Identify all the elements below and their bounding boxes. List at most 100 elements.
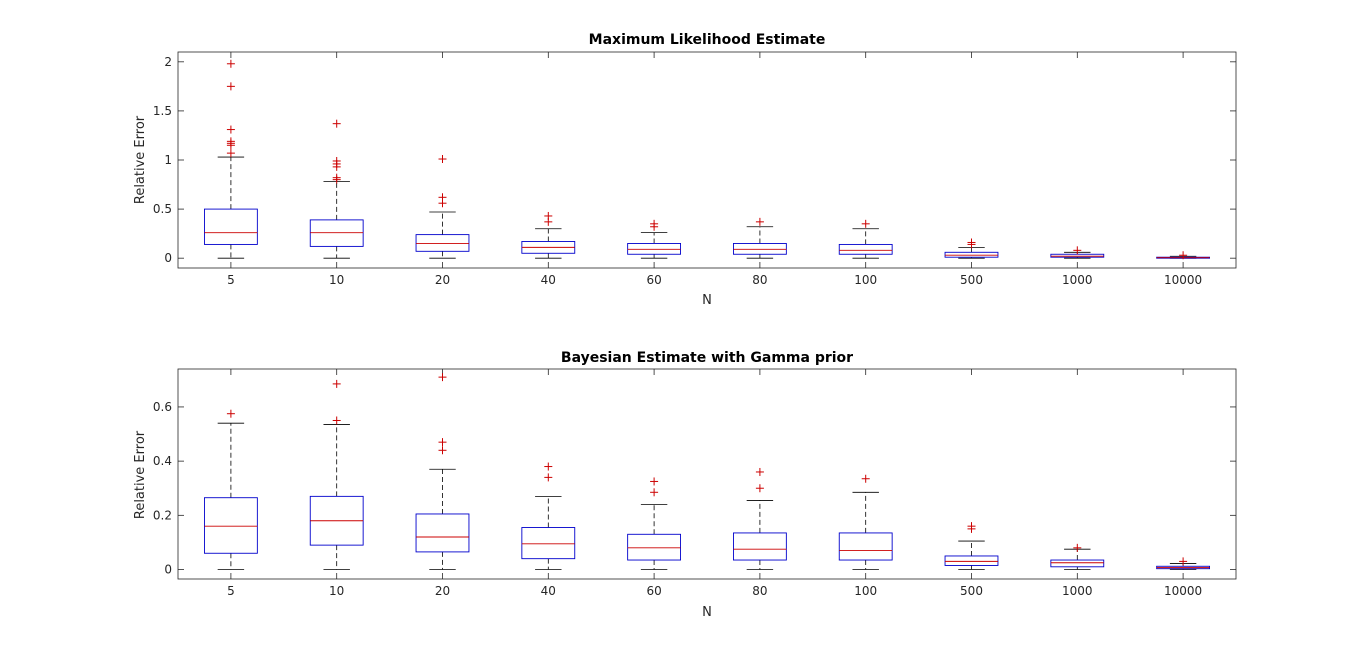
- box-plot-100: [838, 219, 893, 259]
- outlier-marker: [332, 379, 341, 388]
- box-plot-5: [203, 59, 258, 259]
- outlier-marker: [650, 219, 659, 228]
- outlier-marker: [1179, 557, 1188, 566]
- iqr-box: [733, 532, 787, 561]
- x-tick-label: 40: [541, 584, 556, 598]
- x-tick-label: 100: [854, 273, 877, 287]
- outlier-marker: [1073, 543, 1082, 552]
- iqr-box: [944, 555, 999, 566]
- x-tick-label: 60: [646, 584, 661, 598]
- outlier-marker: [226, 125, 235, 134]
- outlier-marker: [438, 446, 447, 455]
- x-axis-label: N: [702, 293, 712, 308]
- iqr-box: [203, 497, 258, 554]
- box-plot-1000: [1050, 246, 1105, 259]
- box-plot-80: [733, 217, 787, 259]
- y-tick-label: 1.5: [153, 104, 172, 118]
- box-plot-10000: [1156, 557, 1211, 570]
- outlier-marker: [332, 173, 341, 182]
- y-tick-label: 1: [164, 153, 172, 167]
- box-plot-80: [733, 467, 787, 570]
- bayesian-plot-area: 0 0.2 0.4 0.6 5 10 20 40 60 80 100 500 1000 10000: [153, 368, 1237, 598]
- mle-chart-panel: Maximum Likelihood Estimate N Relative E…: [133, 32, 1237, 308]
- outlier-marker: [861, 474, 870, 483]
- x-tick-label: 80: [752, 584, 767, 598]
- outlier-marker: [650, 477, 659, 486]
- iqr-box: [415, 513, 470, 553]
- box-plot-60: [627, 219, 682, 259]
- outlier-marker: [755, 484, 764, 493]
- outlier-marker: [438, 438, 447, 447]
- x-tick-label: 1000: [1062, 273, 1093, 287]
- outlier-marker: [438, 193, 447, 202]
- iqr-box: [627, 533, 682, 561]
- outlier-marker: [544, 473, 553, 482]
- outlier-marker: [544, 462, 553, 471]
- x-tick-label: 500: [960, 273, 983, 287]
- y-tick-label: 0.2: [153, 508, 172, 522]
- x-tick-label: 5: [227, 584, 235, 598]
- x-tick-label: 20: [435, 273, 450, 287]
- y-tick-label: 0.5: [153, 202, 172, 216]
- x-tick-label: 60: [646, 273, 661, 287]
- iqr-box: [521, 527, 576, 560]
- y-axis-label: Relative Error: [133, 115, 148, 204]
- x-tick-label: 40: [541, 273, 556, 287]
- outlier-marker: [967, 238, 976, 247]
- chart-title: Maximum Likelihood Estimate: [589, 32, 826, 48]
- box-plot-20: [415, 155, 470, 259]
- iqr-box: [627, 243, 682, 255]
- x-tick-label: 80: [752, 273, 767, 287]
- outlier-marker: [438, 373, 447, 382]
- box-plot-500: [944, 522, 999, 570]
- outlier-marker: [544, 211, 553, 220]
- outlier-marker: [861, 219, 870, 228]
- outlier-marker: [1179, 251, 1188, 260]
- iqr-box: [838, 243, 893, 255]
- x-tick-label: 1000: [1062, 584, 1093, 598]
- outlier-marker: [1073, 246, 1082, 255]
- outlier-marker: [226, 409, 235, 418]
- axes-frame: [177, 368, 1237, 580]
- outlier-marker: [438, 155, 447, 164]
- chart-title: Bayesian Estimate with Gamma prior: [561, 350, 853, 366]
- box-plot-10: [309, 119, 364, 259]
- y-tick-label: 2: [164, 55, 172, 69]
- iqr-box: [309, 219, 364, 247]
- y-tick-label: 0: [164, 563, 172, 577]
- box-plot-1000: [1050, 543, 1105, 570]
- iqr-box: [415, 234, 470, 252]
- box-plot-100: [838, 474, 893, 570]
- outlier-marker: [650, 488, 659, 497]
- outlier-marker: [332, 416, 341, 425]
- outlier-marker: [967, 522, 976, 531]
- outlier-marker: [332, 119, 341, 128]
- x-tick-label: 10: [329, 584, 344, 598]
- iqr-box: [203, 208, 258, 245]
- iqr-box: [733, 243, 787, 255]
- x-tick-label: 20: [435, 584, 450, 598]
- y-tick-label: 0.4: [153, 454, 172, 468]
- iqr-box: [944, 251, 999, 258]
- outlier-marker: [226, 149, 235, 158]
- y-tick-label: 0.6: [153, 400, 172, 414]
- x-tick-label: 500: [960, 584, 983, 598]
- box-plot-10000: [1156, 251, 1211, 260]
- x-tick-label: 10: [329, 273, 344, 287]
- mle-plot-area: 0 0.5 1 1.5 2 5 10 20 40 60 80 100 500 1000 10000: [153, 51, 1237, 287]
- x-tick-label: 10000: [1164, 584, 1202, 598]
- y-tick-label: 0: [164, 251, 172, 265]
- x-axis-label: N: [702, 605, 712, 620]
- outlier-marker: [755, 217, 764, 226]
- box-plot-10: [309, 379, 364, 570]
- x-tick-label: 10000: [1164, 273, 1202, 287]
- box-plot-20: [415, 373, 470, 570]
- x-tick-label: 5: [227, 273, 235, 287]
- y-axis-label: Relative Error: [133, 430, 148, 519]
- outlier-marker: [226, 137, 235, 146]
- outlier-marker: [332, 156, 341, 165]
- outlier-marker: [755, 467, 764, 476]
- outlier-marker: [226, 82, 235, 91]
